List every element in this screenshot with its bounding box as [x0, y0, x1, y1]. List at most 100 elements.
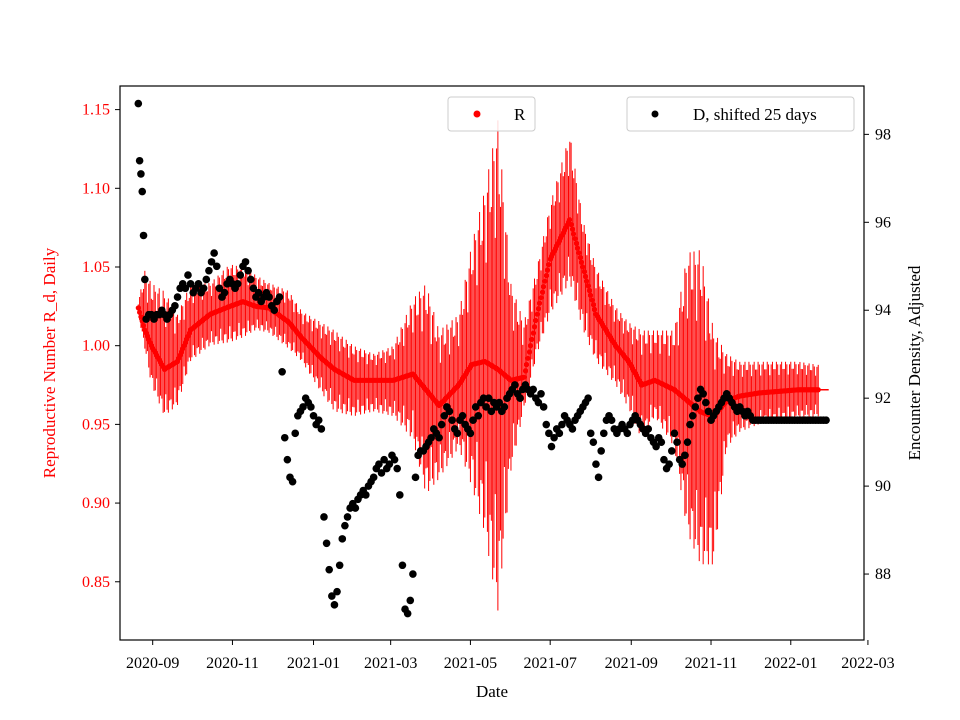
d-point [586, 429, 595, 438]
x-axis: 2020-09 2020-11 2021-01 2021-03 2021-05 2021-… [126, 640, 895, 672]
d-point [681, 451, 689, 460]
r-point [531, 324, 538, 330]
d-point [511, 381, 519, 389]
r-point [572, 236, 578, 242]
d-point [141, 275, 149, 284]
d-point [584, 394, 592, 402]
r-point [525, 355, 531, 361]
r-point [571, 231, 577, 237]
legend-d-marker [651, 110, 659, 118]
r-point [140, 322, 147, 329]
r-point [526, 349, 532, 355]
d-point [341, 521, 349, 530]
d-point [398, 561, 407, 570]
d-point [694, 394, 702, 402]
d-point [246, 275, 255, 284]
d-point [265, 293, 273, 301]
d-point [385, 460, 394, 468]
d-point [314, 416, 323, 424]
r-point [567, 217, 573, 223]
d-point [139, 231, 148, 240]
left-y-tick-label: 1.00 [82, 338, 110, 355]
plot-frame [119, 85, 865, 641]
d-point [199, 284, 208, 293]
d-point [448, 416, 456, 424]
d-point [205, 266, 213, 275]
left-y-tick-label: 0.90 [82, 495, 110, 512]
d-point [369, 473, 378, 482]
r-point [534, 311, 540, 317]
d-point [375, 460, 383, 468]
right-y-axis-title: Encounter Density, Adjusted [905, 265, 924, 460]
d-point [362, 491, 370, 499]
d-point [137, 170, 145, 178]
d-point [233, 280, 242, 288]
d-point [171, 302, 179, 310]
d-point [212, 262, 221, 271]
d-point [411, 473, 420, 482]
legend-d: D, shifted 25 days [626, 96, 855, 132]
d-point [542, 420, 551, 429]
legend-d-label: D, shifted 25 days [693, 105, 817, 124]
r-point [581, 269, 587, 275]
r-point [524, 361, 530, 368]
x-tick-label: 2021-01 [287, 655, 340, 672]
d-point [686, 420, 694, 429]
d-point [445, 407, 454, 416]
right-y-tick-label: 88 [875, 566, 891, 583]
d-point [241, 258, 250, 266]
d-point [320, 513, 328, 521]
d-point [466, 429, 475, 438]
r-point [580, 264, 586, 270]
r-point [592, 306, 598, 313]
d-point [529, 385, 537, 394]
d-point [667, 447, 676, 455]
r-point [588, 292, 594, 298]
left-y-tick-label: 0.85 [82, 574, 110, 591]
legend-r-marker [473, 110, 481, 118]
r-point [584, 278, 590, 284]
d-point [215, 284, 224, 293]
r-point [568, 221, 574, 228]
x-tick-label: 2021-07 [524, 655, 577, 672]
d-point [589, 438, 598, 446]
d-point [545, 429, 553, 438]
x-tick-label: 2022-01 [764, 655, 817, 672]
d-point [207, 258, 216, 266]
d-point [683, 438, 692, 446]
d-point [291, 429, 300, 438]
x-tick-label: 2021-09 [605, 655, 658, 672]
d-point [479, 394, 488, 402]
r-point [578, 259, 585, 265]
x-tick-label: 2020-09 [126, 655, 179, 672]
r-point [137, 309, 143, 315]
d-point [322, 539, 331, 548]
d-point [704, 407, 713, 416]
d-point [377, 469, 386, 477]
d-point [173, 293, 182, 301]
right-y-tick-label: 96 [875, 214, 891, 231]
x-tick-label: 2022-03 [841, 655, 894, 672]
d-point [343, 513, 352, 521]
d-point [393, 464, 402, 473]
r-point [138, 314, 144, 320]
d-point [307, 403, 315, 411]
d-point [335, 561, 344, 570]
x-tick-label: 2021-05 [444, 655, 497, 672]
d-point [351, 504, 360, 512]
r-point [527, 343, 534, 349]
left-y-tick-label: 1.05 [82, 259, 110, 276]
d-point [534, 398, 543, 407]
d-point [623, 429, 632, 438]
d-point [516, 394, 524, 402]
r-point [543, 273, 549, 279]
r-point [542, 278, 548, 284]
right-y-tick-label: 94 [875, 302, 891, 319]
d-point [487, 407, 496, 416]
d-point [558, 420, 566, 429]
r-point [573, 240, 579, 246]
right-y-axis: 88 90 92 94 96 98 [864, 126, 891, 583]
d-point [244, 266, 252, 275]
d-point [484, 394, 493, 402]
d-point [660, 455, 668, 464]
